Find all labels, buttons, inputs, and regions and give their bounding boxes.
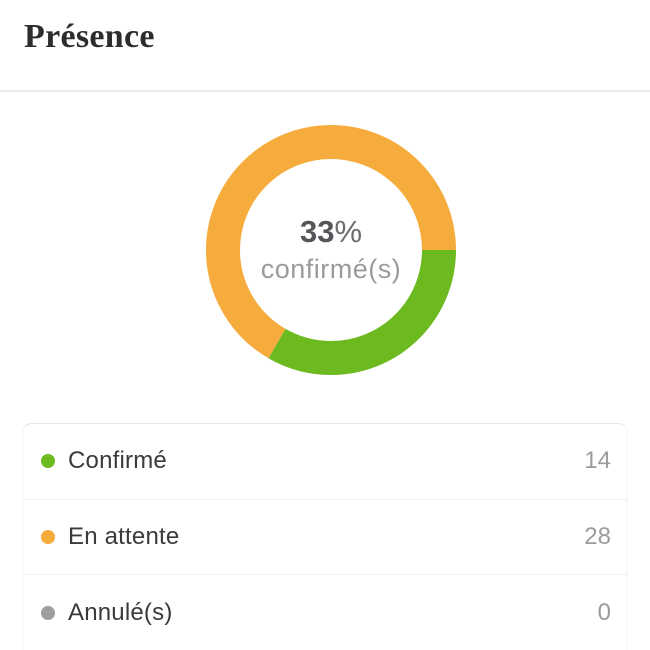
donut-chart: 33% confirmé(s) (206, 125, 456, 375)
legend-label-cancelled: Annulé(s) (68, 598, 173, 626)
legend-label-confirmed: Confirmé (68, 447, 167, 475)
page-title: Présence (24, 18, 155, 55)
legend-value-pending: 28 (584, 523, 611, 550)
pending-dot-icon (41, 530, 55, 544)
confirmed-dot-icon (41, 454, 55, 469)
legend-item-cancelled[interactable]: Annulé(s) 0 (23, 574, 627, 650)
donut-segments (206, 125, 456, 375)
legend-value-confirmed: 14 (584, 447, 611, 475)
legend-label-pending: En attente (68, 523, 180, 550)
cancelled-dot-icon (41, 605, 55, 620)
donut-segment-1 (206, 125, 456, 375)
donut-svg (206, 125, 456, 375)
legend-list: Confirmé 14 En attente 28 Annulé(s) 0 (22, 423, 628, 650)
legend-item-pending[interactable]: En attente 28 (23, 498, 627, 575)
legend-value-cancelled: 0 (597, 598, 611, 626)
legend-item-confirmed[interactable]: Confirmé 14 (23, 424, 627, 499)
title-divider (0, 90, 650, 92)
